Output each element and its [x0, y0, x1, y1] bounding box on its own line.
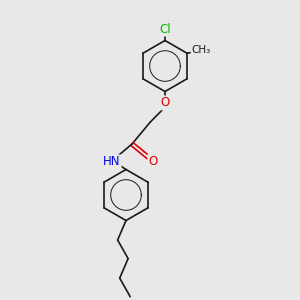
Text: HN: HN	[103, 155, 121, 169]
Text: O: O	[148, 154, 158, 168]
Text: O: O	[160, 96, 169, 110]
Text: CH₃: CH₃	[192, 45, 211, 55]
Text: Cl: Cl	[159, 22, 171, 36]
